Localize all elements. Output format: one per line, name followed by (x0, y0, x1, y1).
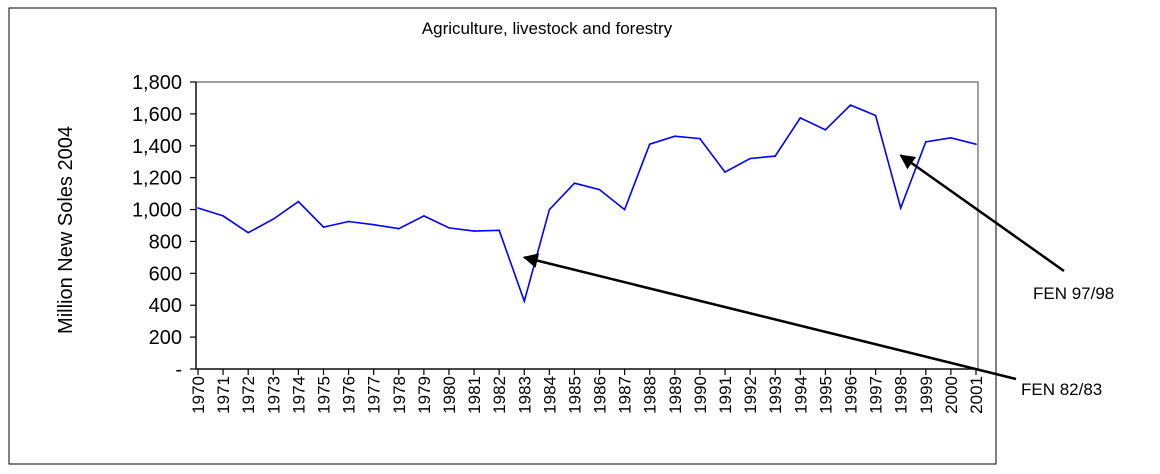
x-tick-label: 1973 (264, 376, 283, 414)
annotation-label: FEN 82/83 (1021, 380, 1102, 399)
data-point (573, 182, 576, 185)
x-tick-label: 1998 (892, 376, 911, 414)
data-point (347, 220, 350, 223)
data-point (598, 188, 601, 191)
data-point (674, 135, 676, 138)
x-tick-label: 1985 (565, 376, 584, 414)
y-tick-label: 200 (149, 327, 182, 349)
x-tick-label: 1977 (365, 376, 384, 414)
data-point (899, 207, 902, 209)
annotation-arrow (899, 154, 1065, 273)
data-point (448, 227, 450, 229)
data-point (749, 157, 751, 160)
data-point (523, 300, 526, 303)
annotation-label: FEN 97/98 (1033, 284, 1114, 303)
data-point (623, 208, 626, 211)
y-tick-label: 1,400 (132, 136, 182, 158)
annotation-arrow (522, 253, 1017, 381)
x-tick-label: 1974 (289, 376, 308, 414)
y-tick-label: 400 (149, 295, 182, 317)
y-tick-label: 800 (149, 231, 182, 253)
data-point (322, 226, 325, 228)
chart-title: Agriculture, livestock and forestry (422, 19, 673, 38)
x-tick-label: 1970 (189, 376, 208, 414)
series-line (197, 104, 977, 304)
x-tick-label: 1981 (465, 376, 484, 414)
data-point (975, 143, 977, 145)
data-point (372, 223, 375, 226)
data-point (548, 208, 551, 211)
x-tick-label: 1990 (691, 376, 710, 414)
data-point (950, 137, 952, 139)
data-point (247, 231, 249, 234)
data-point (874, 114, 877, 117)
data-point (724, 171, 726, 173)
data-point (423, 215, 425, 217)
y-tick-label: 1,000 (132, 200, 182, 222)
x-tick-label: 2001 (967, 376, 986, 414)
x-tick-label: 1971 (214, 376, 233, 414)
x-tick-label: 1986 (591, 376, 610, 414)
data-point (774, 155, 777, 157)
x-tick-label: 1995 (816, 376, 835, 414)
chart-frame (8, 7, 997, 465)
data-point (849, 104, 852, 106)
data-point (272, 218, 275, 220)
x-tick-label: 2000 (942, 376, 961, 414)
data-point (197, 207, 199, 209)
x-tick-label: 1975 (314, 376, 333, 414)
y-tick-label: - (175, 359, 182, 381)
x-tick-label: 1979 (415, 376, 434, 414)
x-tick-label: 1989 (666, 376, 685, 414)
x-tick-label: 1999 (917, 376, 936, 414)
data-point (925, 140, 927, 143)
x-tick-label: 1992 (741, 376, 760, 414)
x-tick-label: 1994 (791, 376, 810, 414)
data-point (699, 137, 701, 140)
y-tick-label: 600 (149, 263, 182, 285)
data-point (824, 129, 827, 131)
x-tick-label: 1993 (766, 376, 785, 414)
x-tick-label: 1987 (616, 376, 635, 414)
x-tick-label: 1978 (390, 376, 409, 414)
data-point (498, 229, 500, 232)
y-tick-label: 1,600 (132, 104, 182, 126)
x-tick-label: 1972 (239, 376, 258, 414)
x-tick-label: 1996 (842, 376, 861, 414)
data-point (297, 200, 300, 203)
x-tick-label: 1988 (641, 376, 660, 414)
y-axis-label: Million New Soles 2004 (55, 126, 77, 334)
data-point (648, 143, 651, 145)
data-point (397, 227, 400, 230)
x-tick-label: 1984 (540, 376, 559, 414)
data-point (473, 230, 475, 232)
x-tick-label: 1982 (490, 376, 509, 414)
x-tick-label: 1983 (515, 376, 534, 414)
data-point (222, 215, 224, 217)
data-point (799, 117, 802, 119)
x-tick-label: 1976 (340, 376, 359, 414)
x-tick-label: 1997 (867, 376, 886, 414)
x-tick-label: 1980 (440, 376, 459, 414)
x-tick-label: 1991 (716, 376, 735, 414)
y-tick-label: 1,800 (132, 72, 182, 94)
y-tick-label: 1,200 (132, 168, 182, 190)
